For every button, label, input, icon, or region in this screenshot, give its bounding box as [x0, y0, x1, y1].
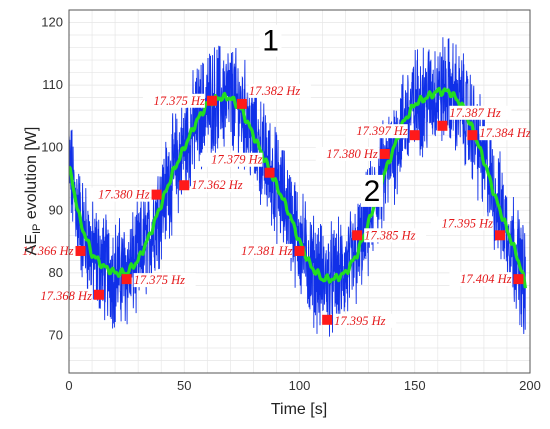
- y-tick-label: 110: [42, 77, 63, 92]
- frequency-marker: [206, 95, 217, 106]
- y-tick-label: 80: [49, 265, 63, 280]
- marker-label: 17.380 Hz: [326, 147, 378, 161]
- frequency-marker: [352, 230, 363, 241]
- frequency-marker: [75, 245, 86, 256]
- frequency-marker: [495, 230, 506, 241]
- marker-label: 17.404 Hz: [460, 272, 512, 286]
- x-axis-title: Time [s]: [271, 401, 327, 418]
- y-tick-label: 100: [41, 140, 63, 155]
- marker-label: 17.380 Hz: [98, 188, 150, 202]
- marker-label: 17.362 Hz: [191, 178, 243, 192]
- marker-label-bg: [248, 83, 311, 98]
- frequency-marker: [93, 289, 104, 300]
- marker-label: 17.384 Hz: [479, 126, 531, 140]
- raw-signal-line: [69, 37, 526, 337]
- y-tick-label: 90: [49, 202, 63, 217]
- marker-label: 17.375 Hz: [134, 273, 186, 287]
- frequency-marker: [467, 130, 478, 141]
- y-tick-labels: 70 80 90 100 110 120: [41, 15, 63, 343]
- x-tick-label: 200: [519, 378, 541, 393]
- phase-label-bg: [360, 174, 383, 207]
- y-axis-title-main: AE: [23, 234, 40, 255]
- frequency-marker: [437, 120, 448, 131]
- marker-label-bg: [315, 146, 378, 161]
- marker-label-bg: [431, 216, 494, 231]
- smoothed-series: [69, 86, 527, 289]
- frequency-marker: [322, 314, 333, 325]
- marker-label: 17.382 Hz: [249, 84, 301, 98]
- frequency-marker: [513, 274, 524, 285]
- marker-label-bg: [449, 272, 512, 287]
- y-axis-title: AEIP evolution [W]: [23, 127, 43, 256]
- marker-label-bg: [142, 93, 205, 108]
- marker-label: 17.387 Hz: [449, 106, 501, 120]
- marker-label: 17.395 Hz: [334, 314, 386, 328]
- marker-label-bg: [449, 105, 512, 120]
- marker-label: 17.366 Hz: [22, 244, 74, 258]
- frequency-marker: [264, 167, 275, 178]
- marker-label-bg: [230, 243, 293, 258]
- marker-label-bg: [11, 243, 74, 258]
- phase-annotations: 12: [259, 24, 383, 208]
- y-tick-label: 120: [41, 15, 63, 30]
- x-tick-label: 50: [177, 378, 191, 393]
- frequency-marker: [151, 189, 162, 200]
- marker-label-bg: [191, 178, 254, 193]
- phase-label: 1: [262, 25, 279, 58]
- y-axis-title-subscript: IP: [31, 224, 43, 234]
- plot-frame: [68, 9, 531, 374]
- marker-label-bg: [364, 228, 427, 243]
- marker-label: 17.375 Hz: [154, 94, 206, 108]
- marker-label: 17.379 Hz: [211, 153, 263, 167]
- marker-label: 17.395 Hz: [442, 216, 494, 230]
- marker-label-bg: [334, 313, 397, 328]
- smoothed-trend-line: [69, 86, 527, 289]
- marker-label: 17.381 Hz: [241, 244, 293, 258]
- frequency-marker: [179, 180, 190, 191]
- y-axis-title-rest: evolution [W]: [23, 127, 40, 224]
- frequency-marker: [379, 148, 390, 159]
- phase-label: 2: [364, 175, 381, 208]
- frequency-marker: [409, 130, 420, 141]
- y-tick-label: 70: [49, 327, 63, 342]
- marker-label: 17.385 Hz: [364, 228, 416, 242]
- frequency-marker: [294, 245, 305, 256]
- x-tick-labels: 0 50 100 150 200: [65, 378, 540, 393]
- x-tick-label: 0: [65, 378, 72, 393]
- frequency-marker: [121, 274, 132, 285]
- marker-label: 17.397 Hz: [356, 124, 408, 138]
- marker-label-bg: [345, 124, 408, 139]
- marker-label-bg: [133, 273, 196, 288]
- marker-label-bg: [479, 126, 542, 141]
- marker-label-bg: [200, 152, 263, 167]
- marker-label-bg: [29, 288, 92, 303]
- frequency-markers: 17.366 Hz 17.368 Hz 17.375 Hz 17.380 Hz 17.3…: [11, 83, 542, 328]
- raw-series: [69, 37, 526, 337]
- marker-label-bg: [87, 187, 150, 202]
- x-tick-label: 150: [404, 378, 426, 393]
- frequency-marker: [236, 98, 247, 109]
- x-tick-label: 100: [289, 378, 311, 393]
- phase-label-bg: [259, 24, 282, 57]
- marker-label: 17.368 Hz: [41, 289, 93, 303]
